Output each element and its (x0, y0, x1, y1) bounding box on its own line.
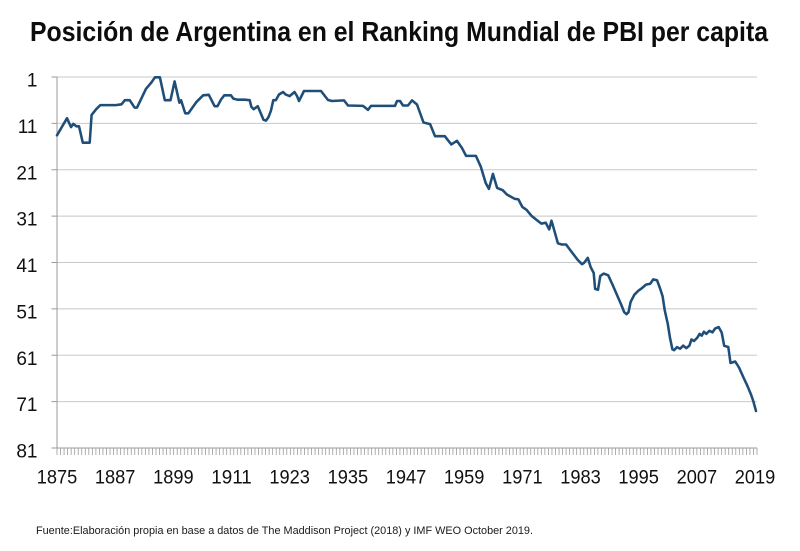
svg-text:Fuente:Elaboración propia en b: Fuente:Elaboración propia en base a dato… (36, 525, 533, 537)
svg-text:81: 81 (16, 442, 37, 463)
svg-text:1899: 1899 (153, 468, 194, 489)
svg-text:1959: 1959 (444, 468, 485, 489)
svg-text:1947: 1947 (386, 468, 427, 489)
svg-text:1923: 1923 (269, 468, 310, 489)
svg-text:2019: 2019 (735, 468, 776, 489)
svg-text:1: 1 (27, 71, 38, 92)
svg-text:1935: 1935 (328, 468, 369, 489)
svg-text:Posición de Argentina en el Ra: Posición de Argentina en el Ranking Mund… (30, 16, 768, 47)
svg-text:51: 51 (16, 302, 37, 323)
svg-text:21: 21 (16, 163, 37, 184)
svg-text:1911: 1911 (211, 468, 252, 489)
svg-text:1995: 1995 (618, 468, 659, 489)
svg-text:1971: 1971 (502, 468, 543, 489)
svg-text:61: 61 (16, 349, 37, 370)
svg-text:2007: 2007 (677, 468, 718, 489)
svg-text:41: 41 (16, 256, 37, 277)
svg-text:1983: 1983 (560, 468, 601, 489)
svg-text:1887: 1887 (95, 468, 136, 489)
svg-text:71: 71 (16, 395, 37, 416)
svg-text:1875: 1875 (37, 468, 78, 489)
svg-text:11: 11 (18, 117, 38, 138)
svg-text:31: 31 (16, 210, 37, 231)
